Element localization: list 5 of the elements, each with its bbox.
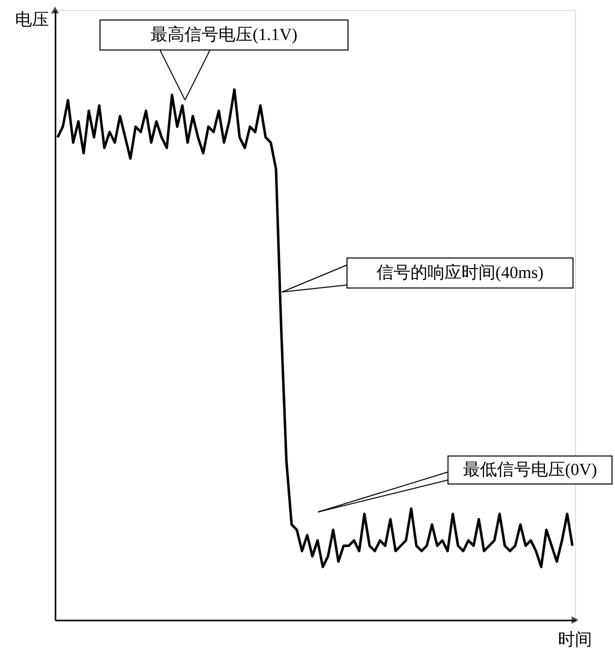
y-axis-title: 电压: [15, 10, 49, 29]
x-axis-title: 时间: [558, 630, 592, 649]
text: 最高信号电压(1.1V): [150, 25, 298, 44]
annotation: 最低信号电压(0V): [462, 460, 598, 479]
annotation: 信号的响应时间(40ms): [376, 263, 544, 282]
